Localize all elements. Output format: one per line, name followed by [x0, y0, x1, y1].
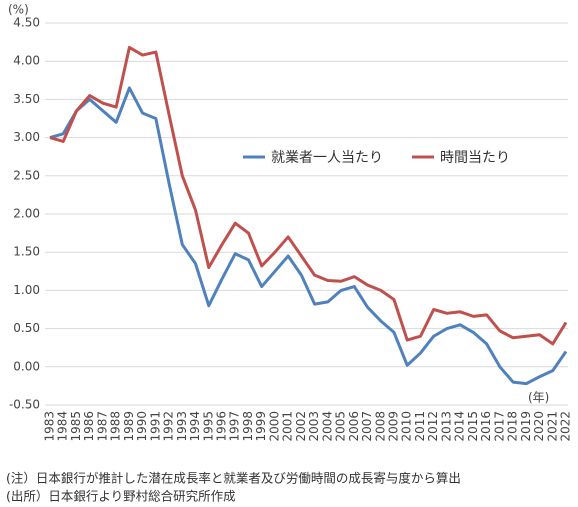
x-tick-label: 2009 — [387, 411, 401, 442]
y-tick-label: -0.50 — [9, 398, 40, 412]
x-tick-label: 2017 — [492, 411, 506, 442]
x-tick-label: 1995 — [201, 411, 215, 442]
x-tick-label: 2011 — [413, 411, 427, 442]
x-tick-label: 2020 — [532, 411, 546, 442]
y-tick-label: 0.50 — [13, 321, 40, 335]
y-tick-label: 3.50 — [13, 92, 40, 106]
x-tick-label: 1987 — [95, 411, 109, 442]
legend-label: 時間当たり — [440, 150, 510, 166]
y-tick-label: 0.00 — [13, 359, 40, 373]
x-tick-label: 1989 — [122, 411, 136, 442]
legend-label: 就業者一人当たり — [271, 150, 383, 166]
y-tick-label: 2.00 — [13, 207, 40, 221]
x-tick-label: 2014 — [453, 411, 467, 442]
x-tick-label: 1998 — [241, 411, 255, 442]
y-unit: (%) — [8, 3, 29, 17]
y-tick-label: 1.00 — [13, 283, 40, 297]
y-tick-label: 1.50 — [13, 245, 40, 259]
x-tick-label: 2019 — [519, 411, 533, 442]
x-tick-label: 2010 — [400, 411, 414, 442]
note: (出所）日本銀行より野村総合研究所作成 — [6, 489, 236, 504]
line — [49, 45, 568, 346]
x-tick-label: 1985 — [69, 411, 83, 442]
x-tick-label: 2008 — [373, 411, 387, 442]
x-tick-label: 2003 — [307, 411, 321, 442]
x-unit: (年) — [528, 391, 549, 405]
y-tick-label: 4.50 — [13, 16, 40, 30]
x-tick-label: 2022 — [559, 411, 573, 442]
x-tick-label: 2018 — [506, 411, 520, 442]
x-tick-label: 1996 — [215, 411, 229, 442]
x-tick-label: 2001 — [281, 411, 295, 442]
y-tick-label: 4.00 — [13, 54, 40, 68]
x-tick-label: 2016 — [479, 411, 493, 442]
x-tick-label: 1983 — [43, 411, 57, 442]
x-tick-label: 1992 — [162, 411, 176, 442]
x-tick-label: 2012 — [426, 411, 440, 442]
x-tick-label: 2013 — [439, 411, 453, 442]
x-tick-label: 2021 — [545, 411, 559, 442]
x-tick-label: 1986 — [82, 411, 96, 442]
x-tick-label: 1999 — [254, 411, 268, 442]
x-tick-label: 2005 — [334, 411, 348, 442]
x-tick-label: 1994 — [188, 411, 202, 442]
x-tick-label: 1991 — [148, 411, 162, 442]
x-tick-label: 1988 — [109, 411, 123, 442]
line — [49, 86, 568, 386]
x-tick-label: 2006 — [347, 411, 361, 442]
x-tick-label: 2002 — [294, 411, 308, 442]
y-tick-label: 2.50 — [13, 168, 40, 182]
x-tick-label: 2007 — [360, 411, 374, 442]
x-tick-label: 2015 — [466, 411, 480, 442]
x-tick-label: 2000 — [267, 411, 281, 442]
x-tick-label: 1984 — [56, 411, 70, 442]
note: (注）日本銀行が推計した潜在成長率と就業者及び労働時間の成長寄与度から算出 — [6, 471, 461, 486]
x-tick-label: 1997 — [228, 411, 242, 442]
x-tick-label: 1993 — [175, 411, 189, 442]
x-tick-label: 2004 — [320, 411, 334, 442]
x-tick-label: 1990 — [135, 411, 149, 442]
y-tick-label: 3.00 — [13, 130, 40, 144]
